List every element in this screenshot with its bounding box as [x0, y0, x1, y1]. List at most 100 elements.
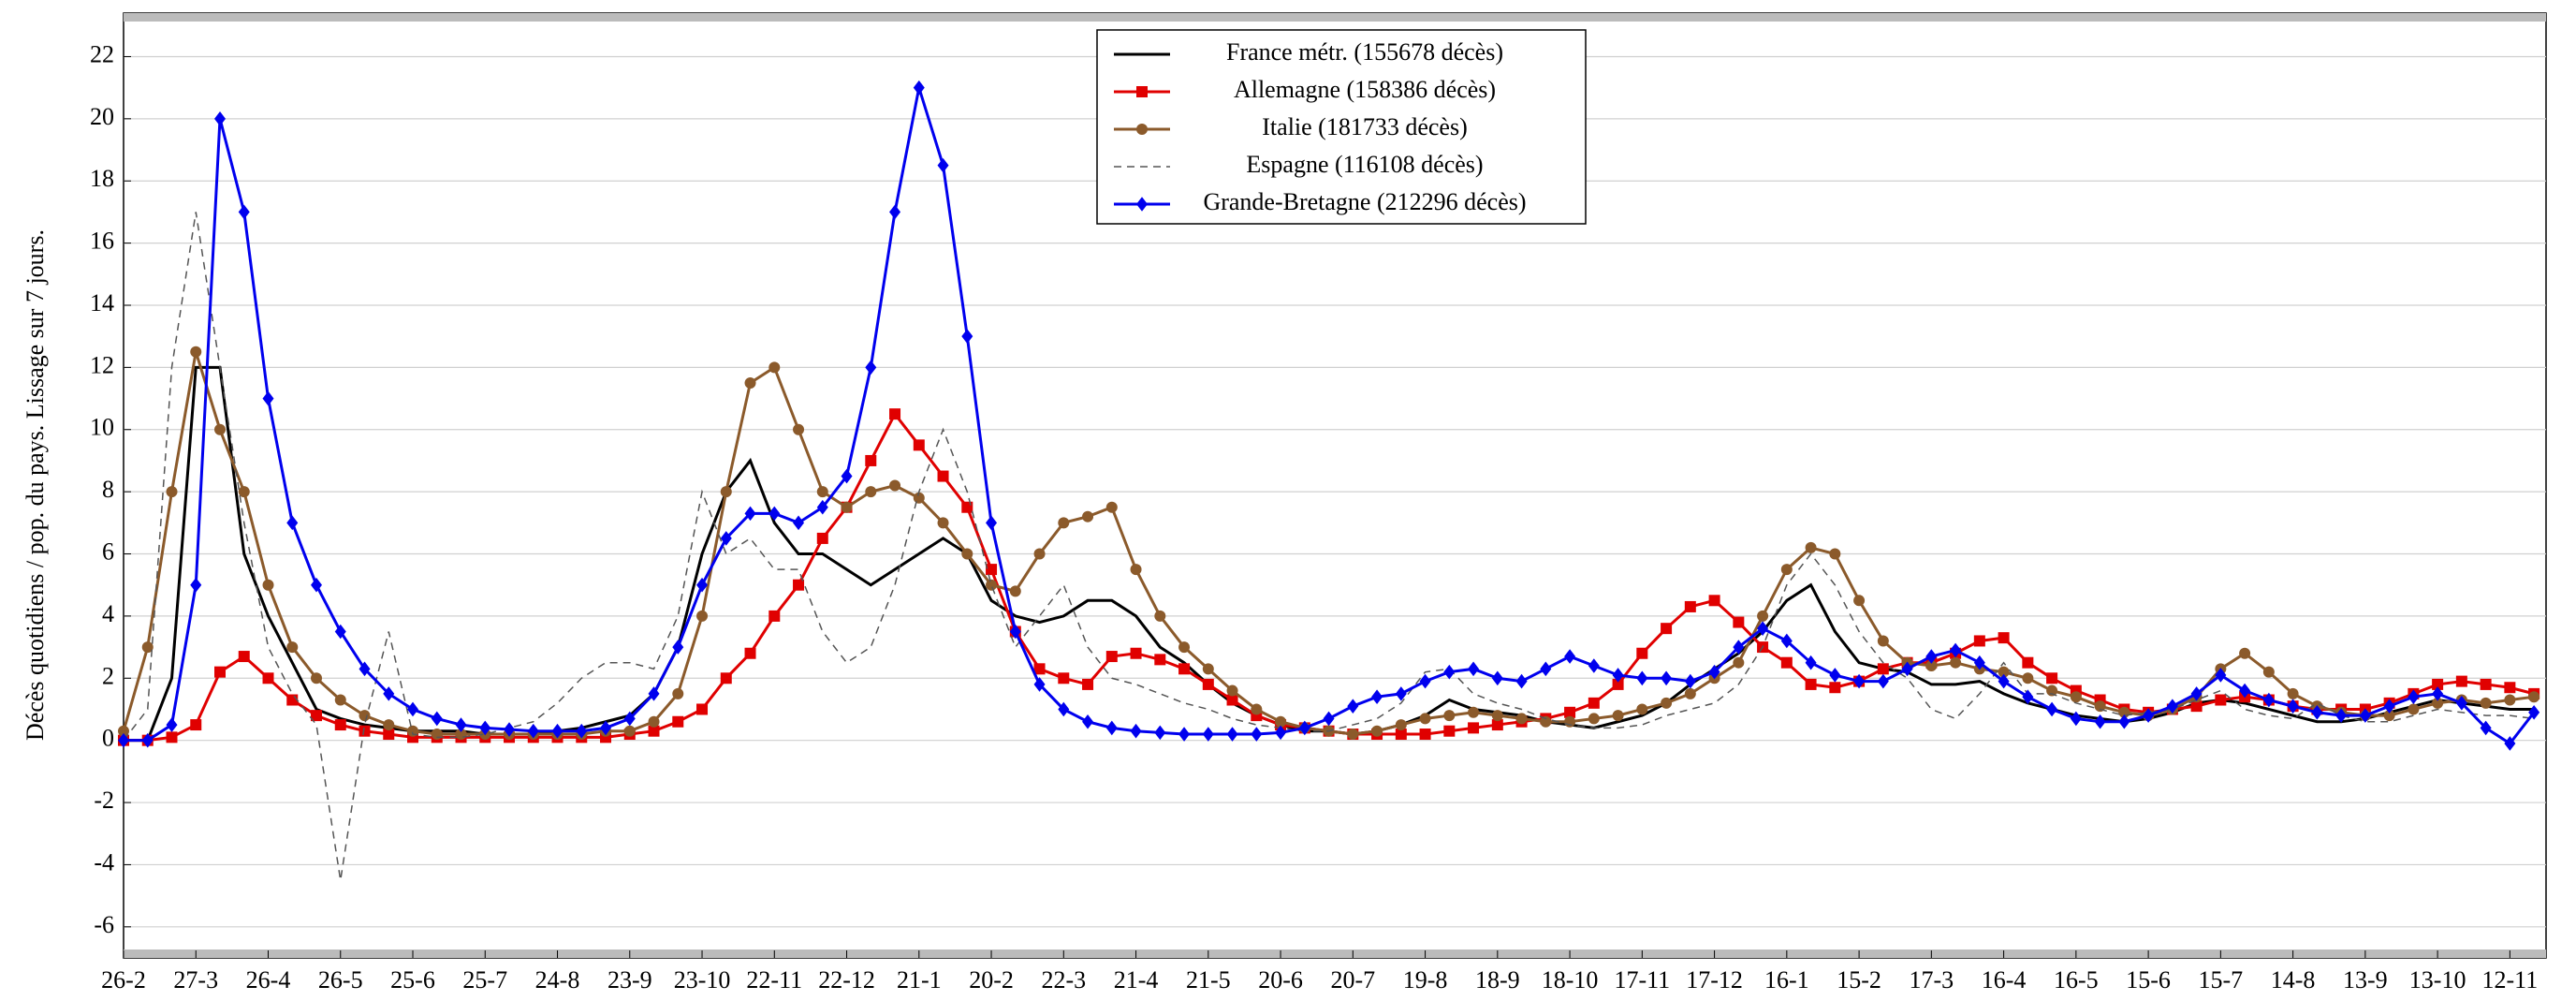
y-tick-label: 18 — [90, 165, 114, 192]
marker — [1636, 647, 1648, 659]
marker — [262, 672, 274, 685]
marker — [1684, 600, 1696, 612]
marker — [1998, 666, 2010, 678]
marker — [1661, 623, 1673, 635]
marker — [1009, 585, 1021, 597]
marker — [1805, 541, 1817, 553]
y-tick-label: 8 — [102, 476, 114, 503]
marker — [986, 515, 998, 531]
marker — [1105, 720, 1118, 736]
marker — [865, 360, 877, 375]
x-tick-label: 14-8 — [2271, 966, 2316, 994]
marker — [1443, 664, 1456, 680]
marker — [1202, 678, 1214, 690]
y-tick-label: -6 — [94, 911, 114, 938]
marker — [1491, 710, 1503, 722]
x-tick-label: 17-12 — [1686, 966, 1743, 994]
marker — [793, 423, 805, 435]
marker — [1612, 668, 1624, 683]
marker — [1033, 663, 1046, 675]
x-tick-label: 22-12 — [818, 966, 875, 994]
marker — [1136, 86, 1148, 97]
x-tick-label: 16-1 — [1764, 966, 1809, 994]
marker — [913, 80, 925, 96]
marker — [334, 624, 346, 640]
marker — [1443, 725, 1456, 737]
marker — [720, 486, 732, 498]
marker — [1251, 703, 1263, 715]
marker — [913, 492, 925, 504]
marker — [889, 408, 901, 420]
marker — [527, 723, 539, 739]
marker — [986, 564, 998, 576]
marker — [190, 346, 202, 358]
marker — [793, 579, 805, 591]
marker — [1684, 687, 1696, 699]
marker — [1178, 663, 1191, 675]
marker — [1395, 686, 1407, 701]
grid: -6 -4 -2 0 2 4 6 8 10 12 14 16 18 20 22 26-2 27-3 26-4 26-… — [90, 40, 2546, 994]
marker — [1347, 729, 1359, 741]
marker — [1154, 725, 1166, 741]
marker — [1323, 711, 1335, 727]
marker — [1829, 548, 1841, 560]
marker — [623, 725, 636, 737]
marker — [672, 640, 684, 655]
marker — [816, 499, 828, 515]
marker — [1491, 719, 1503, 731]
x-tick-label: 13-10 — [2409, 966, 2466, 994]
marker — [2239, 683, 2251, 699]
y-tick-label: 16 — [90, 228, 114, 255]
marker — [1540, 715, 1552, 728]
marker — [793, 515, 805, 531]
marker — [744, 376, 756, 389]
marker — [286, 641, 299, 654]
marker — [238, 486, 250, 498]
marker — [2408, 689, 2420, 704]
bottom-band — [124, 949, 2546, 958]
legend-label: Espagne (116108 décès) — [1246, 151, 1483, 178]
marker — [359, 661, 371, 677]
marker — [2022, 689, 2034, 704]
marker — [141, 732, 154, 748]
marker — [1973, 655, 1985, 670]
y-tick-label: 4 — [102, 600, 114, 627]
marker — [1275, 725, 1287, 741]
y-axis-label: Décès quotidiens / pop. du pays. Lissage… — [22, 229, 49, 741]
marker — [1347, 699, 1359, 714]
marker — [166, 717, 178, 732]
y-tick-label: 0 — [102, 725, 114, 752]
marker — [816, 532, 828, 544]
marker — [1371, 725, 1383, 737]
marker — [2239, 647, 2251, 659]
marker — [359, 725, 371, 737]
marker — [1998, 673, 2010, 689]
marker — [696, 577, 709, 593]
y-tick-label: 20 — [90, 103, 114, 130]
marker — [1136, 124, 1148, 135]
marker — [286, 694, 299, 706]
marker — [2480, 678, 2492, 690]
marker — [1058, 701, 1070, 717]
marker — [1636, 670, 1648, 686]
legend-label: Allemagne (158386 décès) — [1234, 76, 1496, 103]
marker — [504, 722, 516, 737]
y-tick-label: 14 — [90, 289, 114, 316]
marker — [2335, 708, 2348, 723]
marker — [1226, 727, 1238, 742]
series — [118, 346, 2540, 741]
x-tick-label: 19-8 — [1403, 966, 1448, 994]
marker — [1925, 660, 1938, 672]
marker — [286, 515, 299, 531]
marker — [986, 579, 998, 591]
marker — [576, 723, 588, 739]
series-line — [124, 411, 2535, 743]
y-tick-label: 12 — [90, 351, 114, 378]
marker — [961, 548, 973, 560]
legend-box — [1096, 29, 1587, 225]
marker — [937, 517, 949, 529]
marker — [1419, 673, 1431, 689]
marker — [648, 715, 660, 728]
marker — [1757, 610, 1769, 622]
